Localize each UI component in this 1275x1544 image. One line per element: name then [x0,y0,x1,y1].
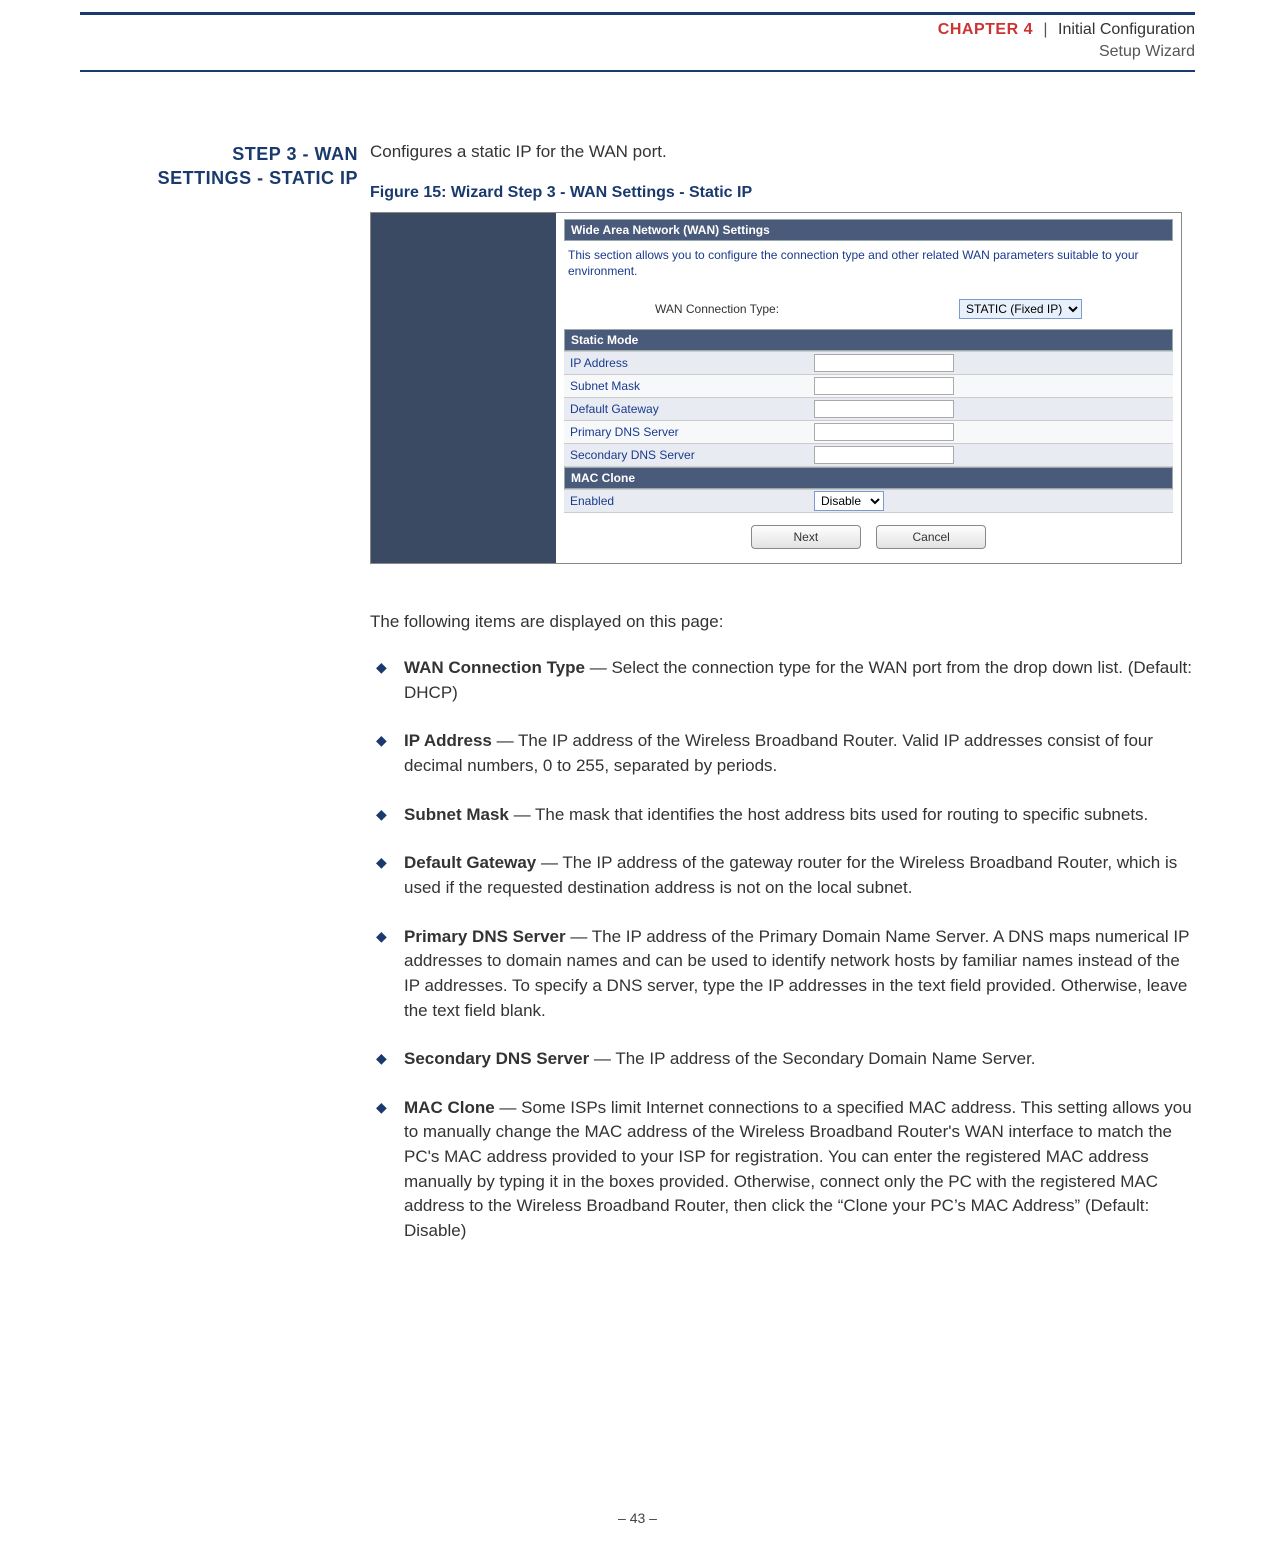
term: Default Gateway [404,853,536,872]
wan-settings-description: This section allows you to configure the… [564,241,1173,295]
page-header: CHAPTER 4 | Initial Configuration Setup … [0,15,1275,70]
screenshot-figure: Wide Area Network (WAN) Settings This se… [370,212,1182,564]
desc: — The mask that identifies the host addr… [509,805,1148,824]
primary-dns-label: Primary DNS Server [564,421,814,443]
list-item: Primary DNS Server — The IP address of t… [370,925,1195,1024]
term: IP Address [404,731,492,750]
intro-text: Configures a static IP for the WAN port. [370,142,1195,162]
mac-clone-bar: MAC Clone [564,467,1173,489]
secondary-dns-input[interactable] [814,446,954,464]
static-mode-bar: Static Mode [564,329,1173,351]
term: WAN Connection Type [404,658,585,677]
wan-settings-titlebar: Wide Area Network (WAN) Settings [564,219,1173,241]
list-item: MAC Clone — Some ISPs limit Internet con… [370,1096,1195,1244]
mac-enabled-label: Enabled [564,490,814,512]
wan-connection-type-label: WAN Connection Type: [655,302,779,316]
next-button[interactable]: Next [751,525,861,549]
secondary-dns-label: Secondary DNS Server [564,444,814,466]
list-item: Secondary DNS Server — The IP address of… [370,1047,1195,1072]
chapter-subtitle: Setup Wizard [1099,43,1195,60]
list-item: Default Gateway — The IP address of the … [370,851,1195,900]
chapter-separator: | [1043,21,1047,38]
list-item: Subnet Mask — The mask that identifies t… [370,803,1195,828]
desc: — Some ISPs limit Internet connections t… [404,1098,1192,1240]
figure-caption: Figure 15: Wizard Step 3 - WAN Settings … [370,184,1195,202]
desc: — The IP address of the Secondary Domain… [589,1049,1035,1068]
wan-connection-type-select[interactable]: STATIC (Fixed IP) [959,299,1082,319]
mac-enabled-select[interactable]: Disable [814,491,884,511]
subnet-mask-input[interactable] [814,377,954,395]
default-gateway-label: Default Gateway [564,398,814,420]
list-item: WAN Connection Type — Select the connect… [370,656,1195,705]
term: Primary DNS Server [404,927,566,946]
primary-dns-input[interactable] [814,423,954,441]
ip-address-label: IP Address [564,352,814,374]
header-rule-bottom [80,70,1195,72]
screenshot-sidebar [371,213,556,563]
chapter-title: Initial Configuration [1058,21,1195,38]
page-footer: – 43 – [0,1510,1275,1526]
section-heading-line2: SETTINGS - STATIC IP [158,168,358,188]
default-gateway-input[interactable] [814,400,954,418]
section-heading: STEP 3 - WAN SETTINGS - STATIC IP [0,142,358,191]
chapter-label: CHAPTER 4 [938,21,1033,38]
desc: — The IP address of the Wireless Broadba… [404,731,1153,775]
list-item: IP Address — The IP address of the Wirel… [370,729,1195,778]
term: Secondary DNS Server [404,1049,589,1068]
ip-address-input[interactable] [814,354,954,372]
items-intro: The following items are displayed on thi… [370,612,1195,632]
term: Subnet Mask [404,805,509,824]
section-heading-line1: STEP 3 - WAN [232,144,358,164]
subnet-mask-label: Subnet Mask [564,375,814,397]
item-list: WAN Connection Type — Select the connect… [370,656,1195,1244]
cancel-button[interactable]: Cancel [876,525,986,549]
term: MAC Clone [404,1098,495,1117]
